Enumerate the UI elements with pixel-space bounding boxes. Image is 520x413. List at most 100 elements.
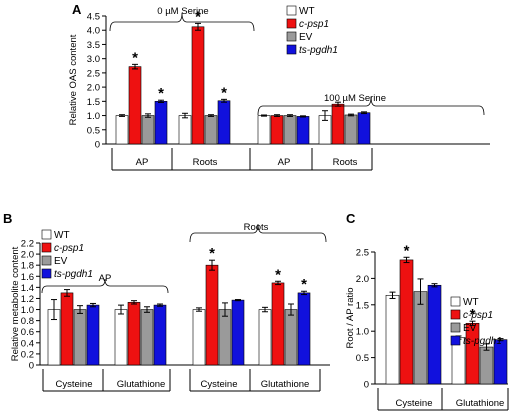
- significance-star: *: [404, 242, 410, 259]
- y-tick-label: 3.0: [87, 54, 100, 65]
- y-tick-label: 1.2: [21, 294, 34, 305]
- bracket: [41, 278, 169, 294]
- y-tick-label: 2.5: [87, 68, 100, 79]
- bar: [284, 309, 298, 366]
- legend-label: EV: [54, 256, 68, 267]
- x-tick-label: Roots: [193, 157, 218, 168]
- bar: [218, 309, 232, 366]
- significance-star: *: [221, 84, 227, 101]
- y-tick-label: 1.4: [21, 283, 34, 294]
- y-tick-label: 0.5: [356, 353, 369, 364]
- panel-letter: B: [3, 211, 12, 226]
- bar: [257, 115, 271, 145]
- legend-swatch: [286, 18, 297, 29]
- bar: [191, 26, 205, 145]
- legend-label: c-psp1: [463, 310, 493, 321]
- bar: [413, 291, 428, 385]
- bar: [140, 309, 154, 366]
- bar: [258, 309, 272, 366]
- bracket: [109, 12, 255, 32]
- bar: [297, 292, 311, 366]
- bar: [399, 259, 414, 385]
- legend-swatch: [41, 242, 52, 253]
- panel-letter: C: [346, 211, 356, 226]
- y-axis-label: Relative metabolite content: [10, 246, 21, 361]
- x-tick-label: Roots: [333, 157, 358, 168]
- legend-label: WT: [54, 230, 70, 241]
- y-tick-label: 1.5: [87, 97, 100, 108]
- bar: [60, 292, 74, 366]
- legend-swatch: [41, 268, 52, 279]
- x-tick-label: Cysteine: [56, 379, 93, 390]
- legend-label: EV: [463, 323, 477, 334]
- significance-star: *: [195, 8, 201, 25]
- x-tick-label: Cysteine: [201, 379, 238, 390]
- bar: [357, 112, 371, 145]
- legend-swatch: [41, 255, 52, 266]
- y-tick-label: 0: [29, 361, 34, 372]
- significance-star: *: [209, 245, 215, 262]
- y-tick-label: 1.0: [356, 327, 369, 338]
- bar: [427, 284, 442, 385]
- bar: [296, 116, 310, 145]
- significance-star: *: [158, 85, 164, 102]
- bar: [231, 299, 245, 366]
- legend-label: ts-pgdh1: [54, 269, 93, 280]
- bar: [192, 309, 206, 366]
- bar: [115, 115, 129, 145]
- legend-label: c-psp1: [299, 19, 329, 30]
- x-tick-label: Glutathione: [456, 398, 505, 409]
- y-tick-label: 1.5: [356, 300, 369, 311]
- legend-label: WT: [463, 297, 479, 308]
- y-tick-label: 0.6: [21, 327, 34, 338]
- bar: [153, 304, 167, 366]
- y-tick-label: 0.8: [21, 316, 34, 327]
- legend-swatch: [286, 31, 297, 42]
- legend-swatch: [450, 296, 461, 307]
- x-tick-label: Cysteine: [396, 398, 433, 409]
- y-tick-label: 0.5: [87, 125, 100, 136]
- bar: [128, 66, 142, 145]
- bar: [154, 101, 168, 145]
- y-tick-label: 1.8: [21, 261, 34, 272]
- bracket: [189, 223, 327, 243]
- bracket-label: AP: [99, 273, 112, 284]
- legend-label: ts-pgdh1: [463, 336, 502, 347]
- x-tick-label: Glutathione: [261, 379, 310, 390]
- x-tick-label: AP: [136, 157, 149, 168]
- y-tick-label: 2.0: [21, 250, 34, 261]
- bar: [271, 282, 285, 366]
- significance-star: *: [470, 306, 476, 323]
- y-axis-label: Root / AP ratio: [345, 287, 356, 348]
- y-tick-label: 0.4: [21, 338, 34, 349]
- bracket-label: Roots: [244, 222, 269, 233]
- significance-star: *: [301, 276, 307, 293]
- bar: [178, 115, 192, 145]
- bar: [385, 294, 400, 385]
- y-tick-label: 2.0: [87, 83, 100, 94]
- y-axis-label: Relative OAS content: [68, 34, 79, 125]
- y-tick-label: 3.5: [87, 40, 100, 51]
- panel-letter: A: [72, 2, 82, 17]
- bracket-label: 0 µM Serine: [157, 6, 208, 17]
- y-tick-label: 0: [364, 380, 369, 391]
- bar: [331, 103, 345, 145]
- y-tick-label: 1.0: [87, 111, 100, 122]
- bracket-label: 100 µM Serine: [324, 93, 386, 104]
- significance-star: *: [275, 266, 281, 283]
- legend-label: WT: [299, 6, 315, 17]
- legend-swatch: [450, 309, 461, 320]
- bar: [205, 264, 219, 366]
- y-tick-label: 2.2: [21, 239, 34, 250]
- bar: [344, 114, 358, 145]
- bar: [479, 346, 494, 385]
- bar: [283, 115, 297, 145]
- legend-label: EV: [299, 32, 313, 43]
- x-tick-label: Glutathione: [117, 379, 166, 390]
- y-tick-label: 0.2: [21, 349, 34, 360]
- legend-swatch: [41, 229, 52, 240]
- bar: [114, 309, 128, 366]
- y-tick-label: 4.0: [87, 26, 100, 37]
- x-tick-label: AP: [278, 157, 291, 168]
